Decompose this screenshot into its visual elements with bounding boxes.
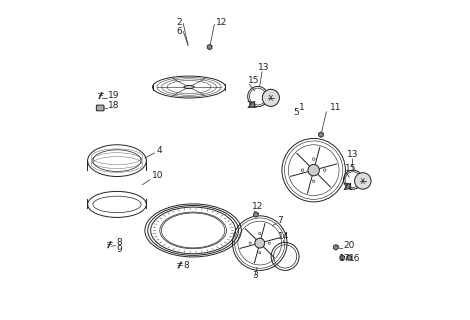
Text: 18: 18 (108, 101, 119, 110)
Circle shape (258, 232, 261, 235)
Polygon shape (254, 212, 258, 217)
Text: 21: 21 (246, 101, 258, 110)
Polygon shape (347, 255, 352, 260)
Text: 15: 15 (345, 164, 356, 173)
Text: 20: 20 (344, 241, 355, 250)
Circle shape (255, 238, 265, 248)
Text: 10: 10 (152, 171, 164, 180)
Text: 13: 13 (347, 150, 359, 159)
Text: 15: 15 (248, 76, 259, 85)
Text: 11: 11 (329, 103, 341, 112)
Text: 21: 21 (342, 183, 353, 192)
Text: 17: 17 (339, 254, 351, 263)
Circle shape (301, 169, 304, 172)
Circle shape (313, 180, 315, 182)
Text: 4: 4 (157, 146, 162, 155)
Text: 5: 5 (293, 108, 299, 117)
Text: 2: 2 (177, 18, 182, 27)
Polygon shape (346, 183, 350, 188)
Text: 3: 3 (252, 271, 258, 280)
Circle shape (313, 158, 315, 160)
Circle shape (323, 169, 326, 172)
Text: 9: 9 (117, 245, 122, 254)
FancyBboxPatch shape (96, 105, 104, 111)
Polygon shape (319, 132, 323, 137)
Polygon shape (340, 255, 345, 260)
Text: 6: 6 (177, 27, 182, 36)
Circle shape (258, 252, 261, 254)
Text: 8: 8 (117, 238, 122, 247)
Text: 19: 19 (108, 92, 119, 100)
Text: 12: 12 (252, 203, 263, 212)
Text: 14: 14 (277, 232, 289, 241)
Polygon shape (334, 245, 338, 250)
Circle shape (354, 173, 371, 189)
Text: 7: 7 (277, 216, 282, 225)
Circle shape (262, 89, 279, 106)
Polygon shape (207, 44, 212, 50)
Polygon shape (250, 102, 254, 107)
Ellipse shape (184, 85, 194, 89)
Text: 16: 16 (349, 254, 360, 263)
Circle shape (249, 242, 251, 244)
Text: 13: 13 (258, 63, 269, 72)
Circle shape (308, 164, 320, 176)
Circle shape (268, 242, 270, 244)
Text: 12: 12 (216, 18, 227, 27)
Text: 8: 8 (184, 261, 189, 270)
Text: 1: 1 (299, 103, 305, 112)
